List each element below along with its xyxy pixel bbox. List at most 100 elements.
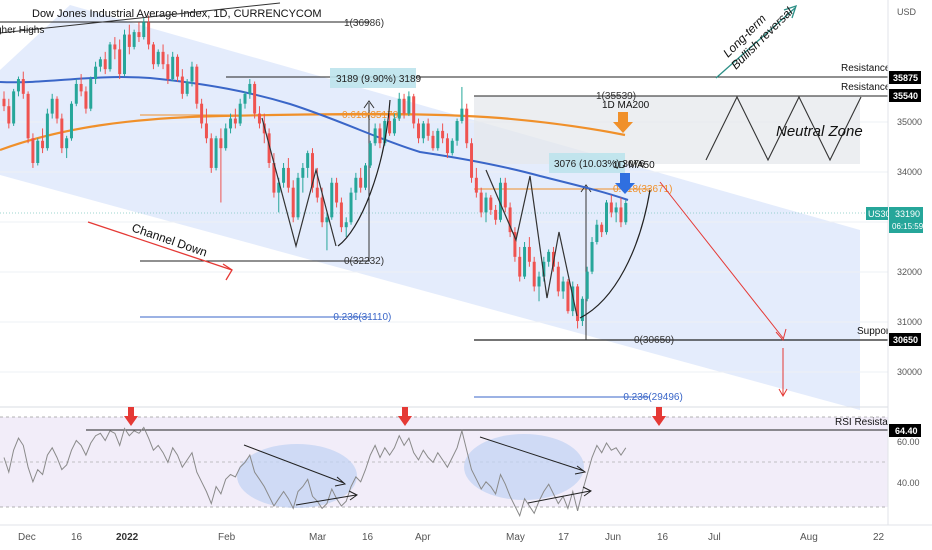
candle-body — [359, 177, 363, 188]
rsi-peak-arrow-3 — [652, 407, 666, 426]
projection-arrowhead — [775, 328, 787, 342]
candle-body — [118, 49, 122, 75]
candle-body — [21, 79, 25, 94]
candle-body — [253, 83, 257, 114]
candle-body — [26, 93, 30, 139]
measure-label-1: 3189 (9.90%) 3189 — [336, 74, 422, 85]
candle-body — [12, 91, 16, 124]
candle-body — [330, 182, 334, 218]
badge-rsi — [889, 424, 921, 437]
candle-body — [2, 98, 6, 107]
candle-body — [65, 138, 69, 149]
candle-body — [508, 207, 512, 233]
long-term-arrowhead — [783, 4, 798, 19]
candle-body — [383, 121, 387, 144]
pattern-arc-mar — [337, 99, 391, 247]
descending-channel — [0, 5, 860, 410]
candle-body — [98, 59, 102, 67]
ma200-line — [0, 112, 626, 152]
candle-body — [45, 113, 49, 149]
ma50-label: 1D MA50 — [613, 160, 655, 171]
candle-body — [378, 128, 382, 144]
candle-body — [142, 22, 146, 38]
time-axis[interactable]: Dec 16 2022 Feb Mar 16 Apr May 17 Jun 16… — [18, 532, 885, 543]
candle-body — [585, 271, 589, 299]
price-grid — [0, 121, 888, 373]
resistance1-label: Resistance 1 — [841, 82, 899, 93]
candle-body — [282, 167, 286, 183]
candle-body — [498, 182, 502, 220]
measure-label-2: 3076 (10.03%) 3076 — [554, 159, 645, 170]
candle-body — [605, 202, 608, 233]
rsi-divergence-bottom-1 — [295, 490, 358, 506]
fib-label-31110: -0.236(31110) — [330, 312, 391, 323]
time-label: 16 — [71, 532, 83, 543]
candle-body — [185, 81, 189, 94]
candle-body — [609, 202, 613, 213]
candle-body — [503, 182, 507, 208]
ma200-arrow — [613, 112, 633, 133]
candle-body — [7, 106, 11, 124]
candle-body — [436, 130, 440, 149]
time-label: Apr — [415, 532, 431, 543]
candle-body — [561, 281, 565, 292]
candle-body — [315, 187, 319, 198]
candle-body — [537, 276, 541, 287]
channel-down-arrowhead — [222, 263, 233, 281]
candle-body — [445, 138, 449, 154]
candle-body — [465, 108, 469, 144]
candle-body — [132, 32, 136, 47]
candle-body — [286, 167, 290, 188]
fib-label-32232: 0(32232) — [344, 256, 384, 267]
candle-body — [421, 123, 425, 139]
price-tick: 32000 — [897, 267, 922, 277]
candle-body — [344, 222, 348, 228]
candle-body — [171, 56, 175, 80]
channel-down-arrow — [87, 221, 233, 271]
time-label: 16 — [362, 532, 374, 543]
neutral-zone-label: Neutral Zone — [776, 123, 863, 140]
candle-body — [74, 83, 78, 104]
price-candles — [2, 15, 628, 329]
fib-label-33671: 0.618(33671) — [613, 184, 673, 195]
time-label: Feb — [218, 532, 236, 543]
candle-body — [310, 153, 314, 188]
candle-body — [494, 209, 498, 220]
badge-symbol — [866, 207, 888, 220]
candle-body — [204, 123, 208, 139]
badge-resistance1 — [889, 89, 921, 102]
candle-body — [368, 143, 372, 166]
candle-body — [595, 224, 599, 243]
candle-body — [576, 286, 580, 322]
candle-body — [402, 98, 406, 114]
candle-body — [392, 118, 396, 134]
rsi-resistance-label: RSI Resistance — [835, 417, 904, 428]
rsi-peak-arrow-1 — [124, 407, 138, 426]
price-axis-unit: USD — [897, 7, 917, 17]
price-axis[interactable] — [888, 0, 932, 525]
higher-highs-line — [0, 2, 281, 34]
candle-body — [180, 76, 184, 94]
candle-body — [614, 207, 618, 213]
candle-body — [460, 108, 464, 122]
candle-body — [41, 140, 45, 149]
candle-body — [547, 251, 551, 262]
rsi-divergence-bottom-2 — [527, 486, 592, 504]
rsi-tick: 40.00 — [897, 478, 920, 488]
time-label: 16 — [657, 532, 669, 543]
resistance2-label: Resistance 2 — [841, 63, 899, 74]
candle-body — [624, 202, 628, 223]
time-label: Aug — [800, 532, 818, 543]
candle-body — [580, 298, 584, 322]
pattern-v-feb — [261, 117, 337, 249]
candle-body — [339, 202, 343, 228]
candle-body — [219, 138, 223, 149]
candle-body — [412, 96, 416, 124]
time-label: Mar — [309, 532, 327, 543]
rsi-divergence-ellipse-2 — [464, 434, 584, 500]
candle-body — [84, 91, 88, 109]
candle-body — [484, 197, 488, 213]
fib-label-35539: 1(35539) — [596, 91, 636, 102]
candle-body — [513, 232, 517, 257]
